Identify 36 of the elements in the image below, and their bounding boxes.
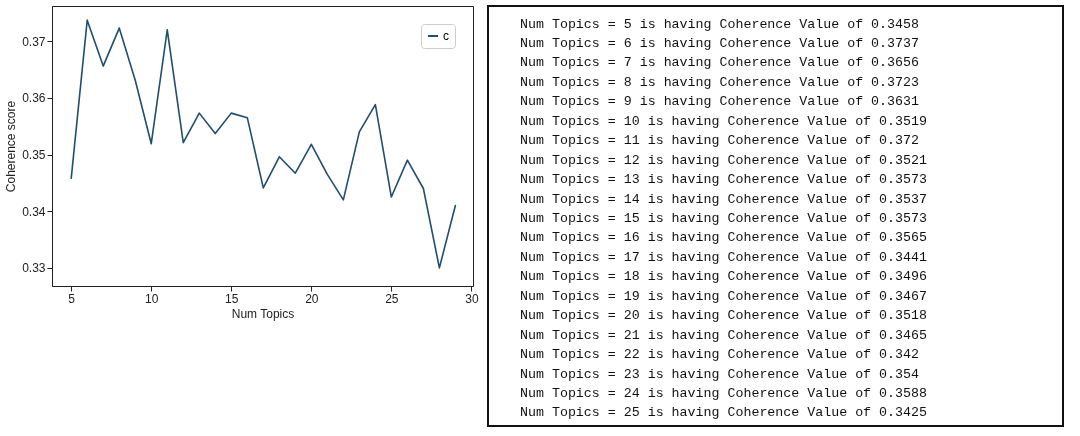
text: Num Topics = 16 is having Coherence Value of 0.3565 <box>520 230 927 246</box>
text: Num Topics = 20 is having Coherence Value of 0.3518 <box>520 308 927 324</box>
legend-label: c <box>443 29 449 43</box>
text: Num Topics = 18 is having Coherence Value of 0.3496 <box>520 269 927 285</box>
text: Num Topics = 8 is having Coherence Value of 0.3723 <box>520 74 919 90</box>
text: Num Topics = 13 is having Coherence Value of 0.3573 <box>520 172 927 188</box>
text: Num Topics = 7 is having Coherence Value of 0.3656 <box>520 55 919 71</box>
text: Num Topics = 17 is having Coherence Value of 0.3441 <box>520 249 927 265</box>
x-axis-title: Num Topics <box>231 306 295 321</box>
x-tick-label: 30 <box>465 291 479 306</box>
text: Num Topics = 25 is having Coherence Value of 0.3425 <box>520 405 927 421</box>
text: Num Topics = 22 is having Coherence Value of 0.342 <box>520 347 919 363</box>
x-tick-label: 25 <box>385 291 399 306</box>
text: Num Topics = 6 is having Coherence Value of 0.3737 <box>520 35 919 51</box>
text: Num Topics = 14 is having Coherence Value of 0.3537 <box>520 191 927 207</box>
text: Num Topics = 15 is having Coherence Value of 0.3573 <box>520 210 927 226</box>
text: Num Topics = 9 is having Coherence Value of 0.3631 <box>520 94 919 110</box>
text: Num Topics = 11 is having Coherence Value of 0.372 <box>520 133 919 149</box>
line-series <box>70 19 457 269</box>
text: Num Topics = 24 is having Coherence Value of 0.3588 <box>520 385 927 401</box>
text: Num Topics = 5 is having Coherence Value of 0.3458 <box>520 16 919 32</box>
text: Num Topics = 10 is having Coherence Value of 0.3519 <box>520 113 927 129</box>
y-tick-label: 0.34 <box>22 204 46 219</box>
x-tick-label: 5 <box>68 291 76 306</box>
y-tick-label: 0.37 <box>22 34 46 49</box>
text: Num Topics = 21 is having Coherence Value of 0.3465 <box>520 327 927 343</box>
x-tick-label: 20 <box>305 291 319 306</box>
x-tick-label: 10 <box>145 291 159 306</box>
y-tick-label: 0.33 <box>22 261 46 276</box>
text: Num Topics = 19 is having Coherence Value of 0.3467 <box>520 288 927 304</box>
x-tick-label: 15 <box>225 291 239 306</box>
text: Num Topics = 12 is having Coherence Value of 0.3521 <box>520 152 927 168</box>
y-tick-label: 0.35 <box>22 148 46 162</box>
y-tick-label: 0.36 <box>22 91 46 106</box>
text: Num Topics = 23 is having Coherence Value of 0.354 <box>520 366 919 382</box>
y-axis-title: Coherence score <box>4 100 19 193</box>
